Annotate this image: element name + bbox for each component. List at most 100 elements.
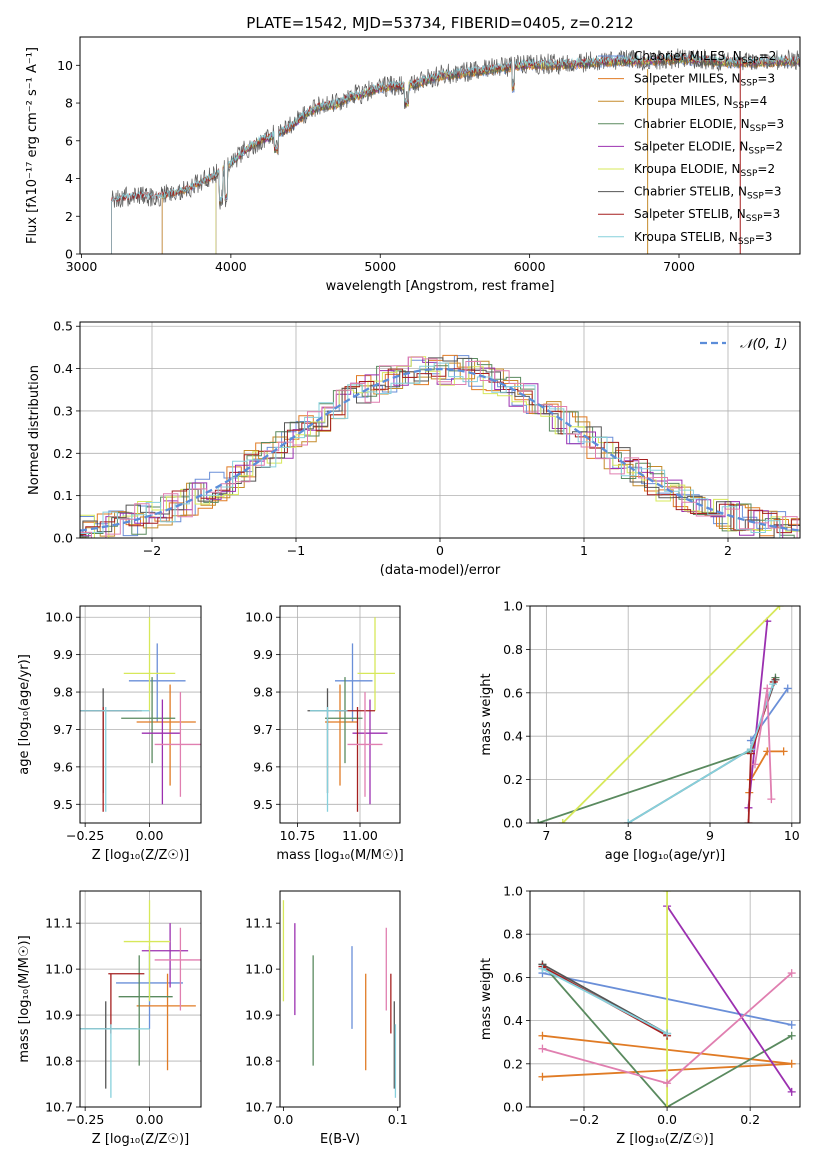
x-axis-label: mass [log₁₀(M/M☉)] (276, 848, 403, 863)
spectrum-line (111, 52, 800, 254)
data-point-marker (538, 1072, 547, 1081)
spectrum-line (161, 57, 800, 254)
data-point-marker (558, 819, 567, 823)
x-tick-label: 5000 (364, 259, 396, 274)
axes-frame (79, 890, 202, 1108)
x-tick-label: 0 (436, 543, 444, 558)
data-point-marker (663, 1029, 672, 1038)
y-tick-label: 9.9 (53, 647, 73, 662)
y-tick-label: 0.6 (503, 970, 523, 985)
y-tick-label: 4 (65, 171, 73, 186)
data-point-marker (787, 1031, 796, 1040)
x-tick-label: 0.0 (273, 1112, 293, 1127)
y-tick-label: 11.0 (45, 962, 73, 977)
x-tick-label: 7000 (663, 259, 695, 274)
x-tick-label: 0.1 (388, 1112, 408, 1127)
spectrum-line (215, 56, 800, 254)
panel-mass-vs-EBV: 0.0 0.1 10.7 10.8 10.9 11.0 11.1 E(B-V) (245, 890, 408, 1147)
plot-area (80, 617, 201, 812)
data-point-marker (767, 795, 776, 804)
y-tick-label: 10.7 (45, 1100, 73, 1115)
y-tick-label: 0.6 (503, 685, 523, 700)
data-point-marker (538, 1044, 547, 1053)
y-tick-label: 0.4 (53, 361, 73, 376)
y-axis-label: mass weight (479, 673, 494, 755)
spectrum-line (161, 57, 800, 254)
normal-curve (80, 367, 800, 532)
x-tick-label: 0.0 (657, 1112, 677, 1127)
x-axis-label: (data-model)/error (380, 563, 501, 578)
y-tick-label: 0.1 (53, 488, 73, 503)
data-point-marker (534, 819, 543, 823)
data-point-marker (783, 684, 792, 693)
x-axis-label: Z [log₁₀(Z/Z☉)] (92, 848, 189, 863)
y-tick-label: 9.8 (53, 685, 73, 700)
legend-label: Salpeter ELODIE, NSSP=2 (634, 139, 783, 156)
plot-area (534, 606, 792, 823)
x-tick-label: 10.75 (280, 828, 316, 843)
y-tick-label: 0.8 (503, 642, 523, 657)
axes-frame (529, 605, 801, 824)
x-tick-label: −0.2 (569, 1112, 599, 1127)
x-axis-label: wavelength [Angstrom, rest frame] (326, 279, 555, 294)
y-tick-label: 10.0 (45, 610, 73, 625)
plot-area (111, 48, 800, 254)
histogram-step (80, 356, 800, 538)
data-point-marker (787, 1087, 796, 1096)
axes-frame (279, 890, 401, 1108)
mass-weight-line (541, 963, 793, 1107)
x-axis-label: Z [log₁₀(Z/Z☉)] (92, 1132, 189, 1147)
panel-spectrum: 3000 4000 5000 6000 7000 0 2 4 6 8 10 wavelength [A… (25, 36, 801, 294)
y-tick-label: 9.5 (253, 797, 273, 812)
x-axis-label: age [log₁₀(age/yr)] (605, 848, 726, 863)
y-tick-label: 0.4 (503, 729, 523, 744)
x-tick-label: 2 (724, 543, 732, 558)
y-axis-label: Flux [fλ10⁻¹⁷ erg cm⁻² s⁻¹ A⁻¹] (25, 47, 40, 244)
data-point-marker (787, 969, 796, 978)
panel-age-vs-Z: −0.25 0.00 9.5 9.6 9.7 9.8 9.9 10.0 Z [log₁₀(Z/Z… (17, 605, 202, 863)
panel-age-vs-mass: 10.75 11.00 9.5 9.6 9.7 9.8 9.9 10.0 mass [log₁₀… (245, 605, 404, 863)
y-tick-label: 0.2 (503, 772, 523, 787)
x-tick-label: 9 (706, 828, 714, 843)
x-tick-label: 1 (580, 543, 588, 558)
mass-weight-line (666, 905, 793, 1093)
y-tick-label: 9.5 (53, 797, 73, 812)
y-tick-label: 9.7 (53, 722, 73, 737)
mass-weight-line (537, 677, 777, 823)
axes-frame (529, 890, 801, 1108)
legend-label: Kroupa ELODIE, NSSP=2 (634, 162, 775, 179)
spectrum-line (215, 55, 800, 254)
histogram-step (80, 368, 800, 535)
y-axis-label: Normed distribution (27, 365, 42, 495)
x-tick-label: −0.25 (66, 1112, 104, 1127)
y-tick-label: 10.8 (45, 1054, 73, 1069)
data-point-marker (775, 606, 784, 610)
mass-weight-line (747, 621, 769, 808)
y-tick-label: 11.0 (245, 962, 273, 977)
y-tick-label: 10.8 (245, 1054, 273, 1069)
y-tick-label: 0.4 (503, 1013, 523, 1028)
legend-label: Salpeter MILES, NSSP=3 (634, 72, 775, 89)
figure-title: PLATE=1542, MJD=53734, FIBERID=0405, z=0… (246, 14, 633, 32)
data-point-marker (763, 684, 772, 693)
x-tick-label: 8 (624, 828, 632, 843)
x-tick-label: 0.00 (136, 1112, 164, 1127)
x-tick-label: 11.00 (342, 828, 378, 843)
data-point-marker (538, 1031, 547, 1040)
data-point-marker (663, 891, 672, 895)
y-tick-label: 1.0 (503, 884, 523, 899)
y-tick-label: 9.7 (253, 722, 273, 737)
data-point-marker (751, 760, 759, 769)
y-tick-label: 10.7 (245, 1100, 273, 1115)
spectrum-line (161, 57, 800, 254)
data-point-marker (769, 680, 777, 689)
axes-frame (79, 36, 801, 255)
legend-label: 𝒩(0, 1) (740, 337, 787, 352)
x-tick-label: 3000 (66, 259, 98, 274)
plot-area (80, 354, 800, 538)
data-point-marker (787, 1059, 796, 1068)
y-tick-label: 0.0 (503, 816, 523, 831)
mass-weight-line (754, 688, 773, 800)
y-tick-label: 10.9 (245, 1008, 273, 1023)
